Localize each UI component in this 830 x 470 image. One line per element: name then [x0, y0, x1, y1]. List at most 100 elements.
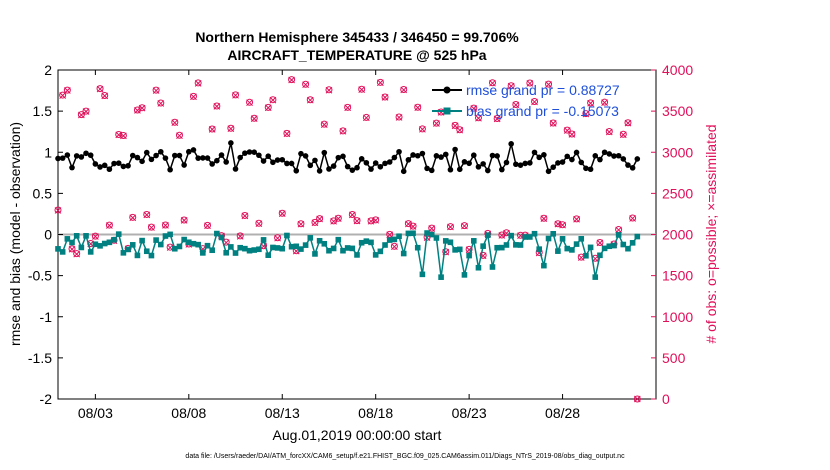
bias-point — [288, 243, 295, 250]
obs-assimilated-point — [381, 94, 389, 101]
legend-rmse-label: rmse grand pr = 0.88727 — [466, 82, 620, 98]
obs-possible-point — [512, 101, 520, 109]
bias-point — [419, 271, 426, 278]
bias-point — [368, 239, 374, 246]
bias-point — [583, 252, 589, 259]
obs-possible-point — [306, 96, 314, 104]
bias-point — [391, 236, 398, 243]
obs-assimilated-point — [531, 98, 538, 106]
obs-assimilated-point — [372, 216, 380, 224]
rmse-point — [634, 156, 641, 162]
obs-possible-point — [63, 86, 71, 94]
obs-assimilated-point — [176, 132, 183, 140]
obs-assimilated-point — [157, 100, 165, 107]
rmse-point — [583, 165, 589, 172]
bias-point — [433, 235, 440, 241]
obs-possible-point — [503, 229, 510, 237]
obs-assimilated-point — [264, 104, 272, 112]
y-tick-label-right: 0 — [662, 391, 670, 407]
y-tick-label-left: -1 — [40, 309, 53, 325]
bias-point — [246, 247, 253, 254]
obs-assimilated-point — [63, 87, 71, 94]
y-tick-label-left: 0.5 — [33, 185, 53, 201]
obs-possible-point — [325, 86, 333, 94]
obs-possible-point — [390, 242, 398, 250]
bias-point — [167, 231, 173, 238]
obs-possible-point — [633, 395, 641, 403]
bias-point — [69, 239, 75, 246]
rmse-point — [377, 163, 384, 170]
obs-assimilated-point — [120, 132, 127, 140]
rmse-point — [438, 154, 444, 160]
rmse-point — [120, 163, 127, 170]
rmse-point — [129, 152, 136, 159]
bias-point — [302, 242, 309, 248]
bias-point — [218, 234, 225, 241]
obs-possible-point — [232, 91, 240, 99]
obs-possible-point — [456, 126, 464, 134]
bias-point — [620, 241, 627, 248]
bias-point — [625, 245, 631, 252]
obs-assimilated-point — [306, 96, 314, 104]
obs-assimilated-point — [204, 222, 211, 230]
rmse-point — [167, 166, 173, 173]
bias-point — [242, 245, 248, 252]
obs-possible-point — [395, 113, 403, 121]
obs-assimilated-point — [143, 211, 151, 219]
obs-assimilated-point — [549, 120, 557, 127]
obs-assimilated-point — [213, 103, 221, 110]
obs-possible-point — [288, 76, 296, 84]
bias-point — [97, 243, 103, 249]
obs-possible-point — [157, 99, 165, 107]
obs-assimilated-point — [447, 223, 454, 231]
obs-possible-point — [381, 93, 389, 101]
rmse-point — [555, 160, 561, 166]
rmse-point — [115, 160, 122, 166]
bias-point — [489, 264, 496, 270]
obs-assimilated-point — [255, 220, 263, 228]
rmse-point — [569, 156, 575, 163]
rmse-point — [78, 154, 85, 160]
obs-possible-point — [274, 234, 282, 242]
bias-point — [279, 245, 286, 252]
bias-point — [587, 244, 594, 251]
bias-point — [326, 247, 332, 254]
obs-possible-point — [582, 110, 590, 118]
obs-possible-point — [105, 221, 113, 229]
rmse-point — [288, 160, 295, 167]
bias-point — [564, 245, 571, 252]
obs-possible-point — [493, 114, 501, 122]
bias-point — [615, 232, 622, 238]
rmse-point — [321, 149, 328, 156]
bias-point — [148, 252, 155, 259]
obs-possible-point — [68, 245, 76, 253]
bias-point — [171, 245, 178, 252]
obs-assimilated-point — [101, 92, 109, 100]
x-tick-label: 08/28 — [545, 405, 580, 421]
bias-point — [115, 231, 122, 237]
obs-possible-point — [204, 221, 211, 229]
bias-point — [298, 246, 304, 252]
obs-possible-point — [194, 79, 202, 87]
bias-point — [428, 231, 435, 238]
bias-point — [256, 246, 262, 253]
obs-possible-point — [246, 98, 254, 106]
rmse-point — [284, 160, 290, 167]
bias-point — [232, 250, 239, 256]
rmse-point — [111, 160, 117, 167]
bias-point — [59, 249, 66, 255]
obs-possible-point — [400, 86, 408, 94]
rmse-point — [391, 154, 398, 161]
obs-possible-point — [432, 119, 440, 127]
bias-point — [157, 241, 164, 248]
bias-point — [344, 245, 351, 251]
rmse-point — [363, 159, 370, 166]
rmse-point — [186, 148, 192, 155]
rmse-point — [106, 166, 113, 173]
obs-possible-point — [474, 114, 482, 122]
bias-point — [101, 240, 108, 247]
obs-possible-point — [488, 79, 496, 87]
obs-possible-point — [465, 245, 473, 253]
rmse-point — [335, 154, 342, 161]
bias-point — [569, 247, 575, 253]
